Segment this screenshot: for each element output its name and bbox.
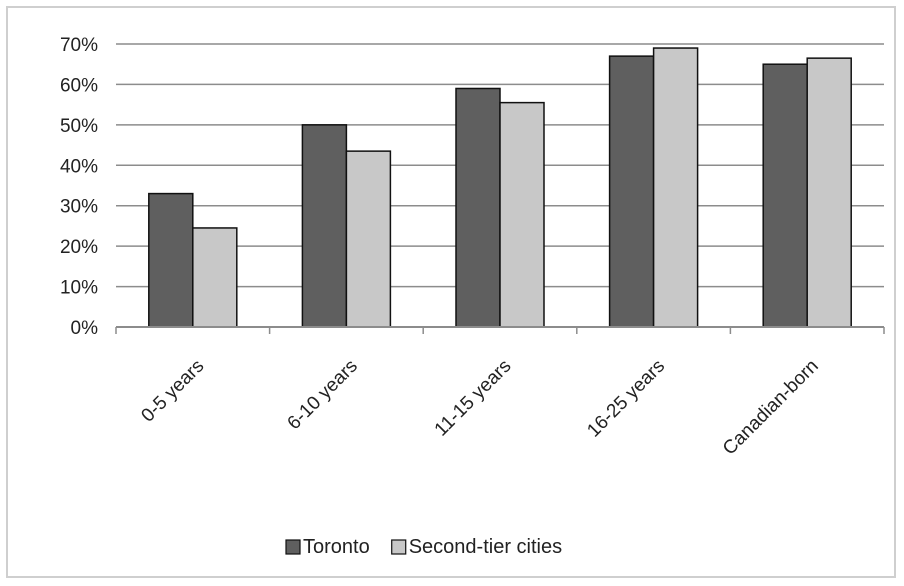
legend-swatch [285, 539, 301, 555]
bar-second-tier-cities-0 [192, 227, 238, 328]
bar-second-tier-cities-1 [345, 150, 392, 328]
bar-second-tier-cities-4 [806, 57, 852, 328]
x-axis-category-labels: 0-5 years 6-10 years 11-15 years 16-25 year… [137, 356, 822, 460]
legend: Toronto Second-tier cities [285, 536, 562, 558]
bars [148, 47, 852, 328]
legend-swatch [391, 539, 407, 555]
legend-entry-toronto: Toronto [285, 536, 370, 558]
y-tick-label: 70% [60, 35, 98, 56]
legend-entry-second-tier-cities: Second-tier cities [391, 536, 562, 558]
x-category-label: 16-25 years [583, 356, 669, 442]
y-tick-label: 40% [60, 156, 98, 177]
x-category-label: 6-10 years [284, 356, 362, 434]
x-category-label: Canadian-born [719, 356, 823, 460]
bar-toronto-3 [608, 55, 655, 328]
bar-second-tier-cities-2 [499, 101, 545, 328]
y-tick-label: 0% [71, 318, 99, 339]
x-category-label: 0-5 years [137, 356, 208, 427]
y-tick-label: 10% [60, 278, 98, 299]
y-tick-label: 50% [60, 116, 98, 137]
bar-toronto-0 [148, 192, 194, 328]
x-category-label: 11-15 years [431, 356, 516, 441]
y-tick-label: 30% [60, 197, 98, 218]
bar-toronto-1 [301, 124, 348, 328]
legend-label: Toronto [303, 536, 370, 558]
y-axis-tick-labels: 0% 10% 20% 30% 40% 50% 60% 70% [60, 35, 98, 339]
bar-toronto-2 [455, 87, 501, 328]
bar-toronto-4 [762, 63, 808, 328]
y-tick-label: 60% [60, 75, 98, 96]
y-tick-label: 20% [60, 237, 98, 258]
legend-label: Second-tier cities [409, 536, 562, 558]
bar-second-tier-cities-3 [652, 47, 699, 328]
x-axis [115, 326, 885, 334]
